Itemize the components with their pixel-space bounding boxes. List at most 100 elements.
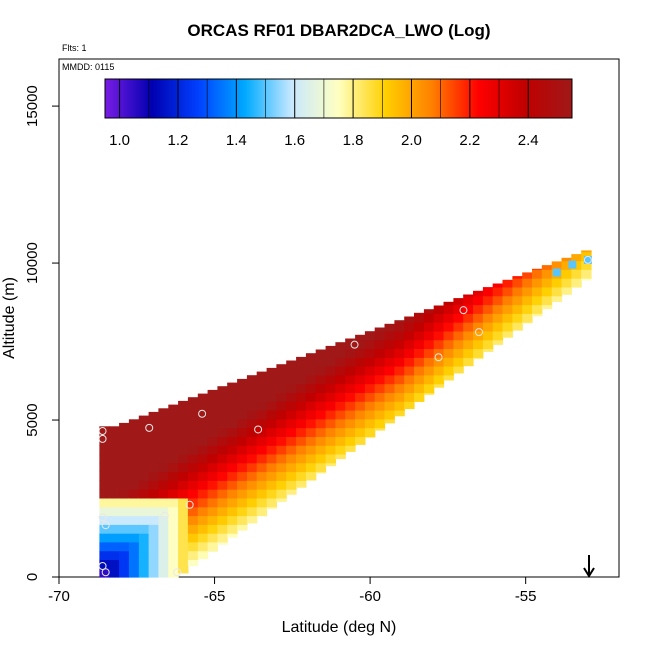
heatmap-cell <box>561 260 572 270</box>
heatmap-cell <box>492 339 504 345</box>
heatmap-cell <box>266 506 277 510</box>
heatmap-cell <box>414 383 425 393</box>
chart-title: ORCAS RF01 DBAR2DCA_LWO (Log) <box>187 21 490 40</box>
heatmap-cell <box>138 541 150 552</box>
heatmap-cell <box>128 515 140 525</box>
heatmap-cell <box>227 436 238 446</box>
heatmap-cell <box>99 568 110 578</box>
heatmap-cell <box>207 462 218 473</box>
heatmap-cell <box>119 568 130 578</box>
heatmap-cell <box>276 436 287 446</box>
heatmap-cell <box>374 366 386 376</box>
heatmap-cell <box>158 550 169 560</box>
heatmap-cell <box>492 313 504 323</box>
heatmap-cell <box>394 410 405 417</box>
heatmap-cell <box>571 269 582 279</box>
heatmap-cell <box>374 357 386 367</box>
heatmap-cell <box>305 401 317 411</box>
heatmap-cell <box>404 392 415 402</box>
heatmap-cell <box>522 286 533 297</box>
heatmap-cell <box>109 489 120 499</box>
heatmap-cell <box>364 357 376 367</box>
heatmap-cell <box>502 304 513 314</box>
heatmap-cell <box>423 374 435 385</box>
heatmap-cell <box>99 471 110 481</box>
heatmap-cell <box>128 568 140 578</box>
heatmap-cell <box>453 348 464 358</box>
heatmap-cell <box>394 330 405 341</box>
heatmap-cell <box>119 422 130 429</box>
heatmap-cell <box>296 427 307 437</box>
heatmap-cell <box>482 287 494 297</box>
heatmap-cell <box>286 374 297 385</box>
heatmap-cell <box>482 330 494 341</box>
heatmap-cell <box>178 550 189 560</box>
heatmap-cell <box>217 506 228 517</box>
plot-area <box>58 58 620 578</box>
heatmap-cell <box>197 427 209 437</box>
heatmap-cell <box>227 489 238 499</box>
heatmap-cell <box>246 383 258 393</box>
heatmap-cell <box>246 480 258 490</box>
heatmap-cell <box>158 427 169 437</box>
heatmap-cell <box>138 506 150 517</box>
heatmap-cell <box>168 541 179 552</box>
heatmap-cell <box>128 506 140 517</box>
heatmap-cell <box>207 401 218 411</box>
heatmap-cell <box>128 419 140 429</box>
heatmap-cell <box>394 374 405 385</box>
heatmap-cell <box>148 497 159 508</box>
heatmap-cell <box>423 322 435 332</box>
heatmap-cell <box>305 445 317 455</box>
heatmap-cell <box>463 348 474 358</box>
heatmap-cell <box>502 322 513 332</box>
heatmap-cell <box>207 418 218 429</box>
heatmap-cell <box>355 366 366 376</box>
heatmap-cell <box>227 462 238 473</box>
heatmap-cell <box>158 453 169 464</box>
track-point <box>254 425 263 434</box>
heatmap-cell <box>315 366 327 376</box>
heatmap-cell <box>227 418 238 429</box>
heatmap-cell <box>374 383 386 393</box>
heatmap-cell <box>581 278 592 281</box>
heatmap-cell <box>256 374 268 385</box>
heatmap-cell <box>246 410 258 420</box>
heatmap-cell <box>187 524 199 534</box>
heatmap-cell <box>355 392 366 402</box>
heatmap-cell <box>305 357 317 367</box>
heatmap-cell <box>207 489 218 499</box>
heatmap-cell <box>355 357 366 367</box>
heatmap-cell <box>128 462 140 473</box>
heatmap-cell <box>414 392 425 402</box>
heatmap-cell <box>325 445 336 455</box>
heatmap-cell <box>423 357 435 367</box>
colorbar-tick-label: 1.6 <box>284 132 305 149</box>
heatmap-cell <box>197 506 209 517</box>
heatmap-cell <box>99 453 110 464</box>
heatmap-cell <box>178 541 189 552</box>
heatmap-cell <box>168 453 179 464</box>
heatmap-cell <box>394 392 405 402</box>
heatmap-cell <box>374 392 386 402</box>
heatmap-cell <box>246 445 258 455</box>
heatmap-cell <box>374 327 386 332</box>
heatmap-cell <box>237 427 248 437</box>
heatmap-cell <box>404 366 415 376</box>
heatmap-cell <box>187 559 199 567</box>
heatmap-cell <box>443 330 454 341</box>
heatmap-cell <box>119 445 130 455</box>
heatmap-cell <box>256 480 268 490</box>
heatmap-cell <box>237 445 248 455</box>
heatmap-cell <box>207 506 218 517</box>
heatmap-cell <box>178 462 189 473</box>
heatmap-cell <box>355 348 366 358</box>
heatmap-cell <box>178 418 189 429</box>
heatmap-cell <box>414 313 425 323</box>
heatmap-cell <box>246 418 258 429</box>
heatmap-cell <box>364 392 376 402</box>
heatmap-cell <box>119 533 130 543</box>
heatmap-cell <box>227 471 238 481</box>
heatmap-cell <box>286 436 297 446</box>
heatmap-cell <box>207 453 218 464</box>
